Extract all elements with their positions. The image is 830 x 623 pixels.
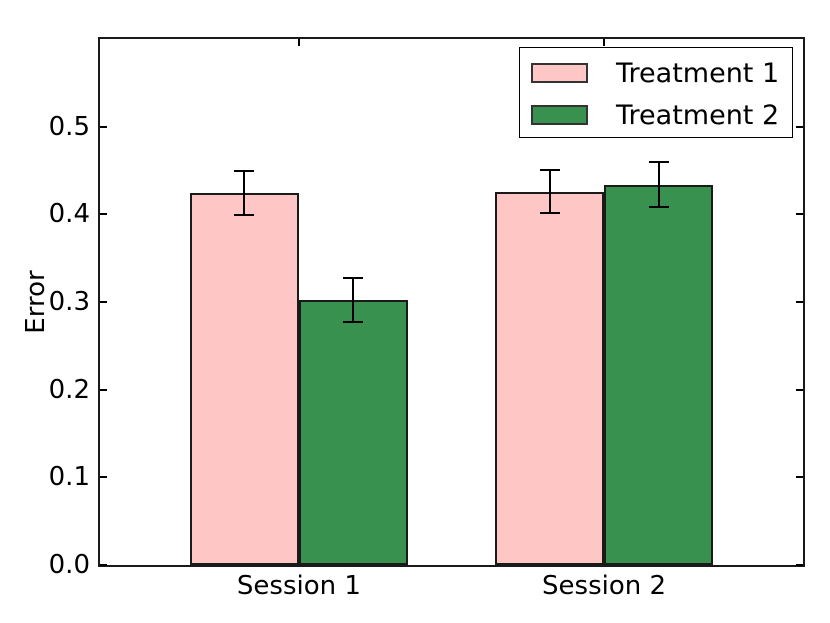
bar-session-1-treatment-1 — [189, 193, 299, 565]
y-tick-right — [796, 476, 803, 479]
error-bar-cap-top — [539, 168, 560, 171]
error-bar-session-2-treatment-1 — [548, 169, 551, 214]
y-tick-label: 0.3 — [48, 287, 90, 317]
legend-swatch-treatment-1 — [531, 63, 588, 83]
error-bar-cap-top — [234, 170, 255, 173]
bar-session-2-treatment-2 — [604, 184, 713, 565]
x-tick-top — [603, 39, 606, 46]
x-tick-top — [297, 39, 300, 46]
error-bar-session-1-treatment-1 — [243, 171, 246, 216]
y-tick-left — [100, 213, 107, 216]
y-tick-left — [100, 125, 107, 128]
legend-swatch-treatment-2 — [531, 105, 588, 125]
error-bar-cap-bottom — [234, 214, 255, 217]
bar-session-2-treatment-1 — [495, 191, 605, 565]
y-tick-left — [100, 388, 107, 391]
y-tick-right — [796, 213, 803, 216]
error-bar-cap-top — [343, 277, 364, 280]
x-tick-label: Session 2 — [542, 571, 667, 601]
error-bar-session-1-treatment-2 — [352, 278, 355, 323]
y-tick-label: 0.2 — [48, 374, 90, 405]
y-tick-label: 0.0 — [48, 550, 90, 580]
y-tick-right — [796, 125, 803, 128]
error-bar-cap-bottom — [343, 321, 364, 324]
y-tick-label: 0.5 — [48, 111, 90, 142]
y-tick-right — [796, 301, 803, 303]
y-tick-left — [100, 476, 107, 479]
legend-entry-treatment-1: Treatment 1 — [520, 52, 792, 94]
error-bar-cap-bottom — [539, 212, 560, 215]
y-tick-label: 0.1 — [48, 462, 90, 493]
bar-session-1-treatment-2 — [298, 300, 408, 565]
x-tick-label: Session 1 — [236, 571, 361, 601]
legend-entry-treatment-2: Treatment 2 — [520, 94, 792, 136]
legend: Treatment 1 Treatment 2 — [519, 47, 793, 138]
legend-label-treatment-2: Treatment 2 — [616, 99, 780, 131]
legend-label-treatment-1: Treatment 1 — [616, 57, 780, 89]
y-tick-label: 0.4 — [48, 199, 90, 230]
y-tick-left — [100, 564, 107, 566]
y-tick-right — [796, 564, 803, 566]
y-tick-right — [796, 388, 803, 391]
error-bar-session-2-treatment-2 — [657, 161, 660, 208]
error-bar-cap-bottom — [648, 206, 669, 209]
y-tick-left — [100, 301, 107, 303]
error-bar-cap-top — [648, 160, 669, 163]
